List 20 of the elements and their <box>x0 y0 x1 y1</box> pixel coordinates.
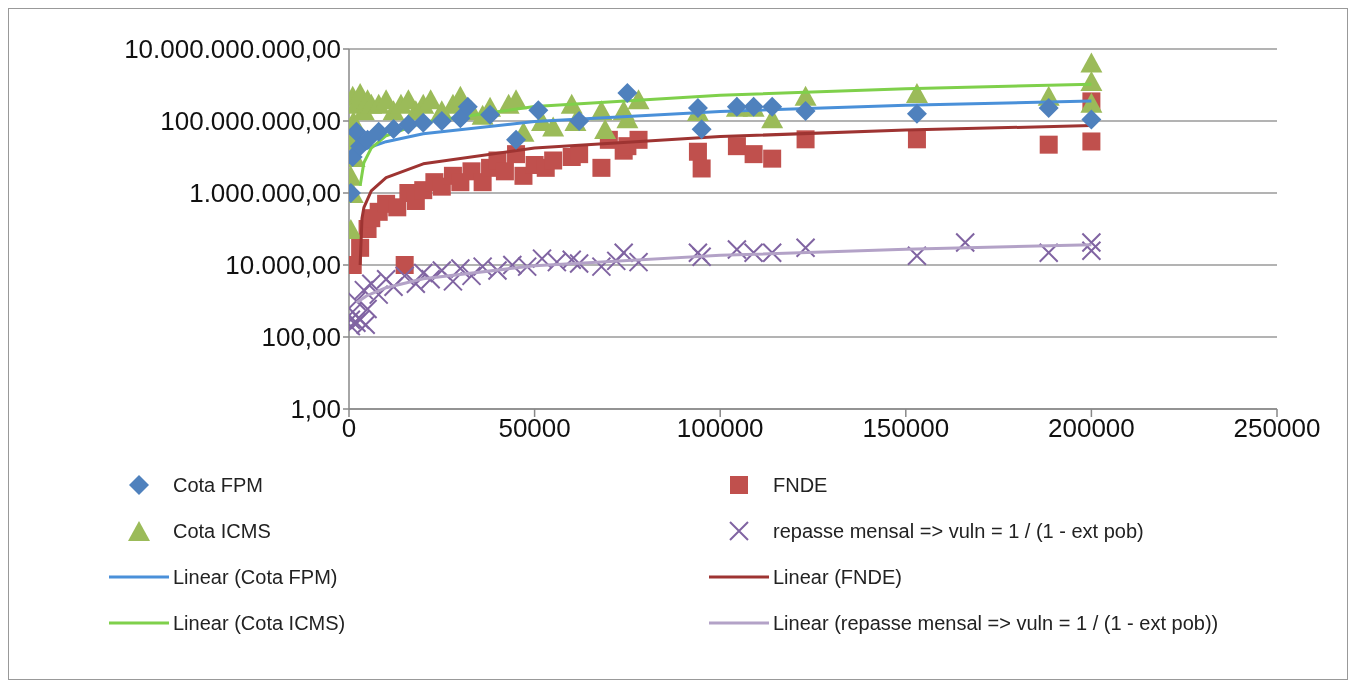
legend-label: Linear (FNDE) <box>773 565 902 589</box>
y-tick-label: 10.000,00 <box>225 250 341 281</box>
x-tick-label: 50000 <box>498 413 571 444</box>
x-tick-label: 200000 <box>1048 413 1135 444</box>
legend-label: FNDE <box>773 473 828 497</box>
legend-label: Cota FPM <box>173 473 264 497</box>
legend-label: Cota ICMS <box>173 519 271 543</box>
legend-label: Linear (repasse mensal => vuln = 1 / (1 - ext pob)) <box>773 611 1219 635</box>
x-tick-label: 250000 <box>1233 413 1321 444</box>
y-tick-label: 100.000.000,00 <box>160 106 341 137</box>
x-tick-label: 150000 <box>862 413 950 444</box>
y-tick-label: 100,00 <box>261 322 341 353</box>
legend-label: Linear (Cota FPM) <box>173 565 338 589</box>
x-tick-label: 100000 <box>676 413 764 444</box>
x-tick-label: 0 <box>341 413 357 444</box>
y-tick-label: 1,00 <box>290 394 341 425</box>
y-tick-label: 1.000.000,00 <box>189 178 341 209</box>
y-tick-label: 10.000.000.000,00 <box>124 34 341 65</box>
legend-label: repasse mensal => vuln = 1 / (1 - ext pob) <box>773 519 1144 543</box>
legend-label: Linear (Cota ICMS) <box>173 611 346 635</box>
